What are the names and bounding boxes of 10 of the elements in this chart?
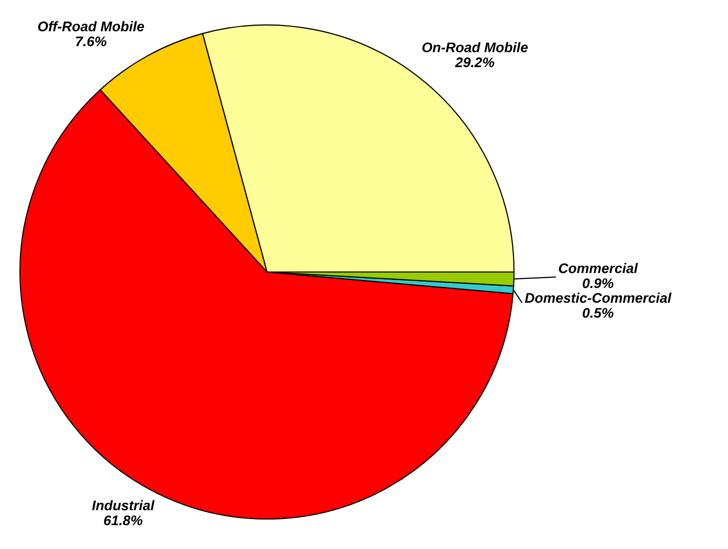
slice-label: Off-Road Mobile — [38, 21, 144, 32]
data-label: 0.9% — [582, 278, 614, 288]
slice-label: Commercial — [558, 262, 638, 274]
data-label: 61.8% — [104, 515, 142, 526]
data-label: 0.5% — [582, 308, 614, 318]
data-label: 29.2% — [454, 57, 494, 68]
slice-label: On-Road Mobile — [422, 42, 528, 52]
slice-label: Industrial — [92, 500, 155, 510]
data-label: 7.6% — [76, 36, 106, 46]
slice-label: Domestic-Commercial — [524, 292, 672, 303]
